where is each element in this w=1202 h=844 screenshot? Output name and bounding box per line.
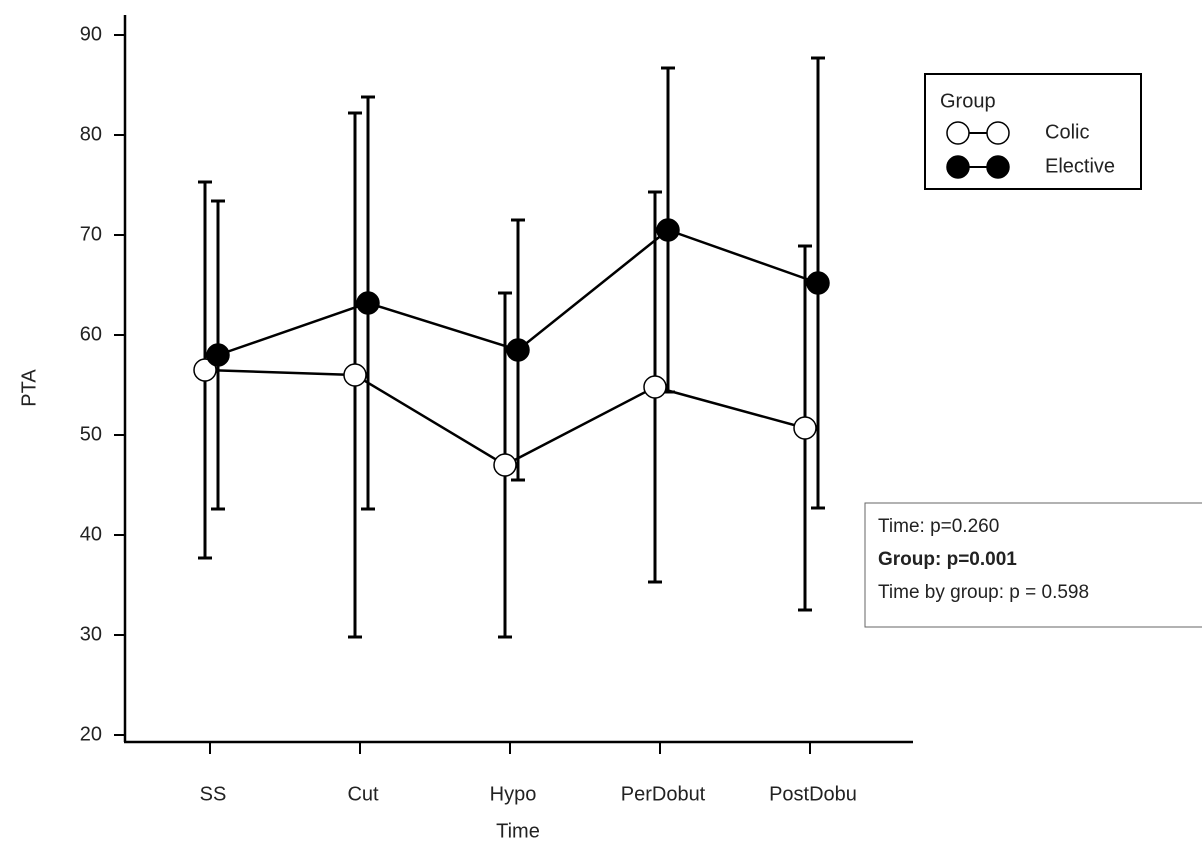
- y-tick-label: 20: [80, 723, 102, 745]
- marker: [493, 453, 517, 477]
- marker: [193, 358, 217, 382]
- legend-marker: [946, 121, 970, 145]
- annotation: Time: p=0.260: [878, 516, 999, 537]
- annotation: Group: p=0.001: [878, 549, 1017, 570]
- marker: [656, 218, 680, 242]
- legend-label: Elective: [1045, 155, 1115, 177]
- marker: [506, 338, 530, 362]
- y-tick-label: 50: [80, 423, 102, 445]
- x-tick-label: Cut: [347, 783, 379, 805]
- y-tick-label: 40: [80, 523, 102, 545]
- marker: [806, 271, 830, 295]
- marker: [343, 363, 367, 387]
- marker: [793, 416, 817, 440]
- legend-label: Colic: [1045, 121, 1089, 143]
- legend-marker: [946, 155, 970, 179]
- x-tick-label: Hypo: [490, 783, 537, 805]
- annotation: Time by group: p = 0.598: [878, 582, 1089, 603]
- annotation-box: [864, 502, 1202, 628]
- y-tick-label: 60: [80, 323, 102, 345]
- x-axis-label: Time: [496, 820, 540, 842]
- y-axis-label: PTA: [18, 369, 40, 407]
- y-tick-label: 90: [80, 23, 102, 45]
- x-tick-label: PostDobu: [769, 783, 857, 805]
- legend-marker: [986, 121, 1010, 145]
- y-tick-label: 80: [80, 123, 102, 145]
- legend-marker: [986, 155, 1010, 179]
- y-tick-label: 70: [80, 223, 102, 245]
- legend-title: Group: [940, 90, 996, 112]
- x-tick-label: PerDobut: [621, 783, 706, 805]
- y-tick-label: 30: [80, 623, 102, 645]
- marker: [643, 375, 667, 399]
- marker: [206, 343, 230, 367]
- x-tick-label: SS: [200, 783, 227, 805]
- marker: [356, 291, 380, 315]
